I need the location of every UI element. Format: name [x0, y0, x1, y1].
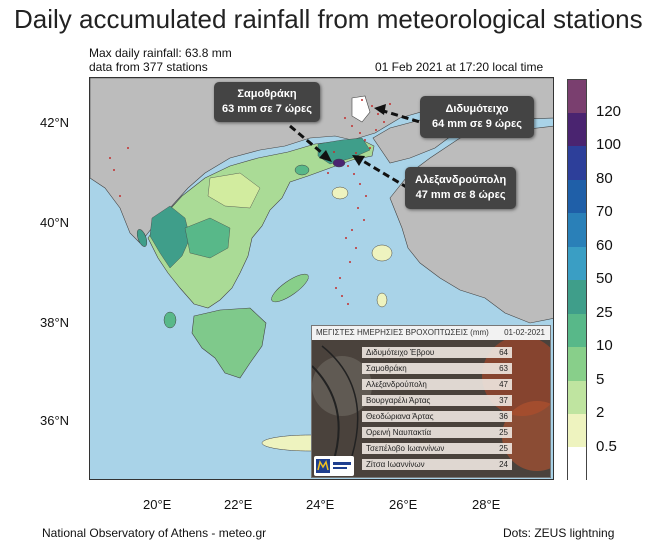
- meteo-logo-mark: [316, 459, 351, 473]
- inset-header: ΜΕΓΙΣΤΕΣ ΗΜΕΡΗΣΙΕΣ ΒΡΟΧΟΠΤΩΣΕΙΣ (mm) 01-…: [312, 326, 550, 340]
- callout-samothraki: Σαμοθράκη 63 mm σε 7 ώρες: [214, 82, 320, 122]
- greece-mainland: [147, 139, 375, 309]
- chios-island: [376, 292, 388, 308]
- colorbar-label: 100: [596, 136, 622, 153]
- station-count-text: data from 377 stations: [89, 60, 208, 74]
- evia-island: [271, 273, 309, 303]
- inset-row: Αλεξανδρούπολη 47: [362, 379, 512, 390]
- thessaly-field: [207, 172, 261, 209]
- lon-label-28: 28°E: [472, 497, 501, 512]
- colorbar-segment: [568, 447, 586, 481]
- max-rainfall-inset: ΜΕΓΙΣΤΕΣ ΗΜΕΡΗΣΙΕΣ ΒΡΟΧΟΠΤΩΣΕΙΣ (mm) 01-…: [311, 325, 551, 478]
- colorbar-segment: [568, 381, 586, 414]
- thasos-island: [294, 164, 310, 176]
- lon-label-22: 22°E: [224, 497, 253, 512]
- callout-arrowheads: [319, 104, 386, 166]
- inset-row-name: Ζίτσα Ιωαννίνων: [366, 460, 425, 469]
- colorbar: [567, 79, 587, 481]
- lon-label-24: 24°E: [306, 497, 335, 512]
- colorbar-label: 50: [596, 270, 613, 287]
- colorbar-label: 70: [596, 203, 613, 220]
- colorbar-segment: [568, 146, 586, 180]
- colorbar-segment: [568, 80, 586, 113]
- inset-row-value: 36: [499, 412, 508, 421]
- inset-row: Σαμοθράκη 63: [362, 363, 512, 374]
- epirus-high-rain: [149, 205, 191, 269]
- inset-row-value: 64: [499, 348, 508, 357]
- inset-row-value: 25: [499, 428, 508, 437]
- colorbar-label: 2: [596, 404, 605, 421]
- inset-row-name: Τσεπέλοβο Ιωαννίνων: [366, 444, 445, 453]
- evros-max: [351, 95, 371, 123]
- kefalonia-island: [163, 311, 177, 329]
- samothraki-island: [332, 158, 346, 168]
- colorbar-segment: [568, 414, 586, 447]
- callout-arrows: [289, 108, 441, 190]
- colorbar-segment: [568, 314, 586, 347]
- inset-row-value: 63: [499, 364, 508, 373]
- inset-row-value: 37: [499, 396, 508, 405]
- inset-header-title: ΜΕΓΙΣΤΕΣ ΗΜΕΡΗΣΙΕΣ ΒΡΟΧΟΠΤΩΣΕΙΣ (mm): [316, 328, 489, 337]
- callout-alexandroupoli-title: Αλεξανδρούπολη: [415, 174, 507, 186]
- colorbar-segment: [568, 113, 586, 146]
- lightning-dots: [109, 99, 391, 305]
- lat-label-36: 36°N: [40, 413, 70, 428]
- colorbar-label: 60: [596, 237, 613, 254]
- lon-label-20: 20°E: [143, 497, 172, 512]
- lat-label-40: 40°N: [40, 215, 70, 230]
- callout-samothraki-title: Σαμοθράκη: [237, 88, 297, 100]
- inset-row-value: 25: [499, 444, 508, 453]
- inset-row-name: Αλεξανδρούπολη: [366, 380, 427, 389]
- colorbar-segment: [568, 280, 586, 314]
- callout-didymoteicho: Διδυμότειχο 64 mm σε 9 ώρες: [420, 96, 534, 138]
- inset-row-name: Ορεινή Ναυπακτία: [366, 428, 432, 437]
- meteo-logo: [314, 456, 354, 476]
- inset-row: Ζίτσα Ιωαννίνων 24: [362, 459, 512, 470]
- callout-samothraki-value: 63 mm σε 7 ώρες: [222, 103, 312, 115]
- colorbar-segment: [568, 347, 586, 381]
- callout-alexandroupoli-value: 47 mm σε 8 ώρες: [415, 189, 506, 201]
- corfu-island: [136, 229, 148, 247]
- footer-legend-note: Dots: ZEUS lightning: [503, 526, 615, 540]
- map-metadata: Max daily rainfall: 63.8 mm data from 37…: [89, 46, 232, 74]
- colorbar-label: 10: [596, 337, 613, 354]
- lat-label-42: 42°N: [40, 115, 70, 130]
- map-title: Daily accumulated rainfall from meteorol…: [14, 4, 643, 34]
- inset-row-name: Βουργαρέλι Άρτας: [366, 396, 431, 405]
- inset-row: Βουργαρέλι Άρτας 37: [362, 395, 512, 406]
- callout-didymoteicho-value: 64 mm σε 9 ώρες: [432, 118, 522, 130]
- lesvos-island: [371, 244, 393, 262]
- inset-row: Διδυμότειχο Έβρου 64: [362, 347, 512, 358]
- footer-source: National Observatory of Athens - meteo.g…: [42, 526, 267, 540]
- colorbar-segment: [568, 180, 586, 213]
- callout-alexandroupoli: Αλεξανδρούπολη 47 mm σε 8 ώρες: [405, 167, 517, 209]
- inset-row: Τσεπέλοβο Ιωαννίνων 25: [362, 443, 512, 454]
- lat-label-38: 38°N: [40, 315, 70, 330]
- lon-label-26: 26°E: [389, 497, 418, 512]
- colorbar-label: 25: [596, 304, 613, 321]
- inset-row-name: Θεοδώριανα Άρτας: [366, 412, 434, 421]
- inset-row-name: Σαμοθράκη: [366, 364, 407, 373]
- timestamp-text: 01 Feb 2021 at 17:20 local time: [375, 60, 544, 74]
- inset-row-name: Διδυμότειχο Έβρου: [366, 348, 435, 357]
- inset-header-date: 01-02-2021: [504, 328, 545, 337]
- max-rainfall-text: Max daily rainfall: 63.8 mm: [89, 46, 232, 60]
- colorbar-label: 5: [596, 371, 605, 388]
- colorbar-segment: [568, 213, 586, 247]
- inset-row: Ορεινή Ναυπακτία 25: [362, 427, 512, 438]
- central-greece-rain: [184, 217, 231, 259]
- inset-row: Θεοδώριανα Άρτας 36: [362, 411, 512, 422]
- lemnos-island: [331, 186, 349, 200]
- colorbar-label: 80: [596, 170, 613, 187]
- colorbar-label: 0.5: [596, 438, 617, 455]
- inset-row-value: 47: [499, 380, 508, 389]
- inset-row-value: 24: [499, 460, 508, 469]
- colorbar-segment: [568, 247, 586, 280]
- colorbar-label: 120: [596, 103, 622, 120]
- peloponnese: [191, 307, 267, 379]
- callout-didymoteicho-title: Διδυμότειχο: [445, 103, 509, 115]
